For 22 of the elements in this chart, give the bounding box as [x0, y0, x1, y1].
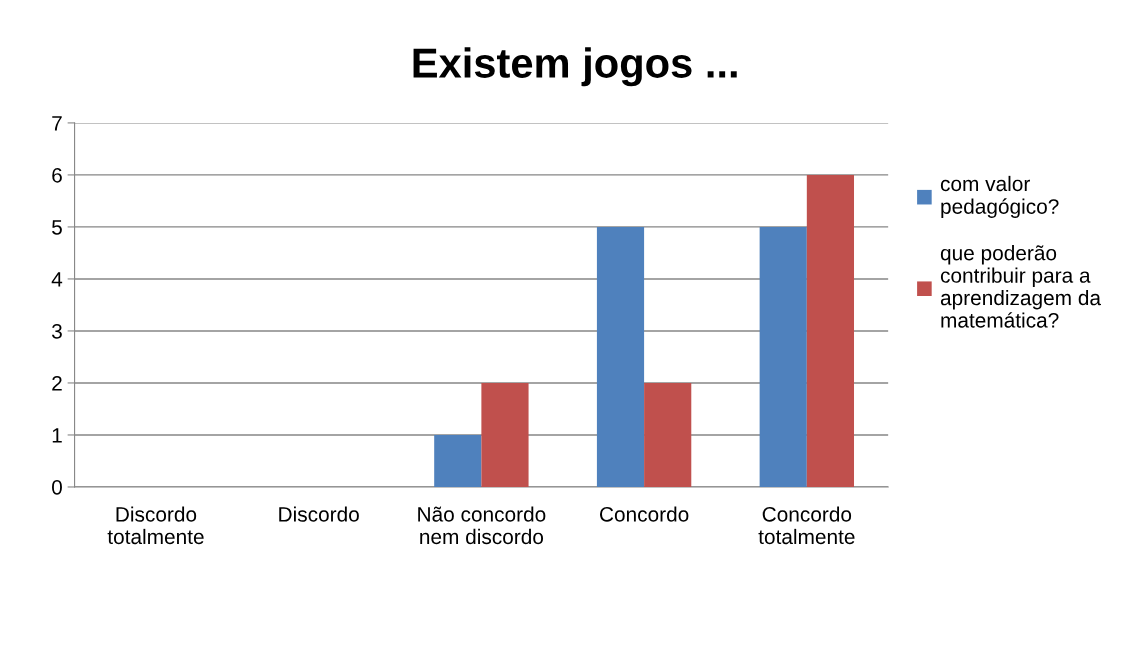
bar — [434, 434, 482, 487]
bar — [806, 174, 855, 487]
y-tick-label: 2 — [52, 375, 62, 391]
y-tick-label: 0 — [52, 479, 62, 495]
x-tick-label: Discordo totalmente — [107, 506, 204, 545]
y-tick-label: 5 — [52, 220, 62, 235]
x-tick-label: Concordo — [600, 506, 689, 522]
bar — [481, 382, 529, 487]
x-tick-label: Não concordo nem discordo — [418, 506, 546, 545]
legend-label: que poderão contribuir para a aprendizagem da matemática? — [940, 245, 1102, 328]
bar — [759, 226, 807, 487]
y-tick-label: 6 — [52, 167, 62, 183]
y-tick-label: 7 — [52, 116, 62, 131]
y-tick-label: 3 — [51, 323, 62, 339]
bar — [644, 382, 692, 487]
y-tick-label: 1 — [52, 428, 62, 443]
x-tick-label: Concordo totalmente — [758, 506, 855, 545]
chart-title: Existem jogos ... — [413, 47, 737, 87]
bar — [596, 226, 645, 487]
y-tick-label: 4 — [51, 272, 63, 287]
legend-label: com valor pedagógico? — [940, 175, 1059, 218]
x-tick-label: Discordo — [279, 506, 359, 522]
